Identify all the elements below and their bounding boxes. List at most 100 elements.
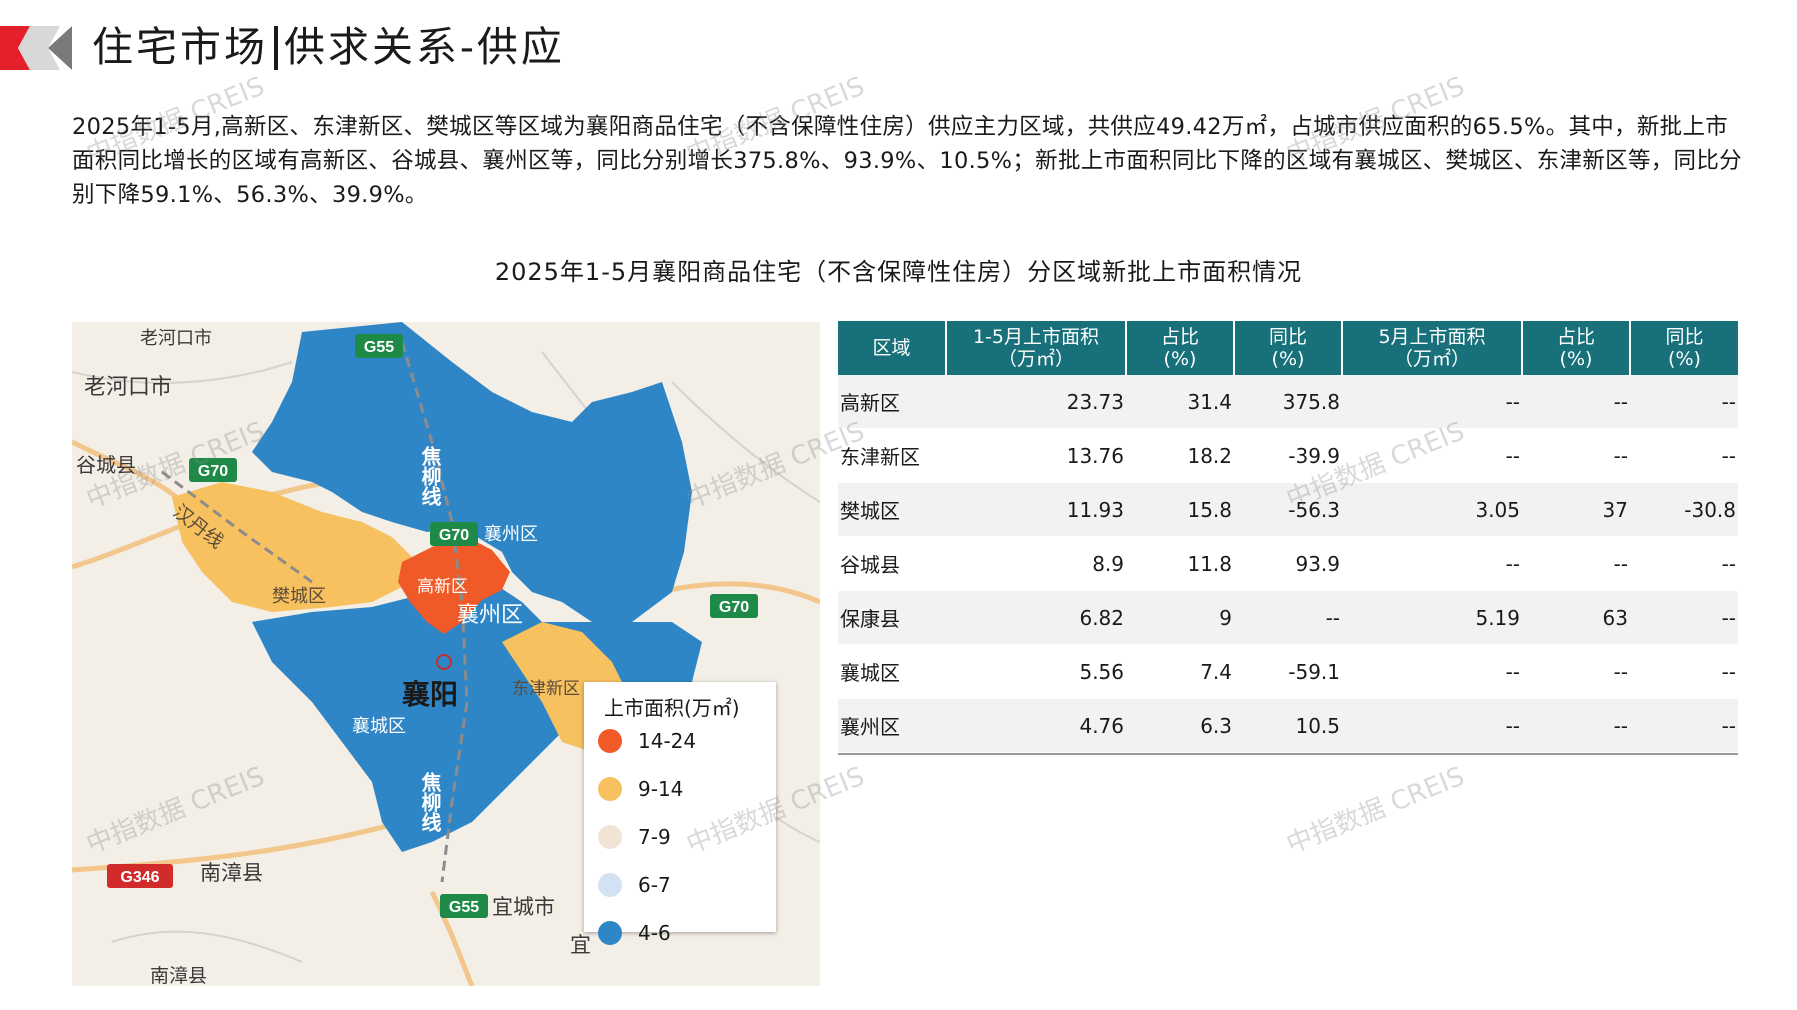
place-yi: 宜 <box>570 933 591 957</box>
table-cell: 10.5 <box>1234 698 1342 753</box>
table-cell: 13.76 <box>946 428 1126 483</box>
region-red-gaoxin <box>398 537 510 634</box>
table-cell: 6.82 <box>946 590 1126 645</box>
table-cell: 15.8 <box>1126 482 1234 537</box>
legend-label: 9-14 <box>638 777 684 801</box>
table-cell: 18.2 <box>1126 428 1234 483</box>
place-laohekou-top: 老河口市 <box>140 328 212 349</box>
city-center-icon <box>436 654 452 670</box>
table-row: 樊城区 11.93 15.8 -56.3 3.05 37 -30.8 <box>838 482 1738 537</box>
table-row: 谷城县 8.9 11.8 93.9 -- -- -- <box>838 536 1738 591</box>
legend-item: 9-14 <box>598 774 683 804</box>
legend-swatch <box>598 873 622 897</box>
place-yicheng: 宜城市 <box>492 895 555 919</box>
table-cell: 6.3 <box>1126 698 1234 753</box>
column-header: 同比 (%) <box>1234 321 1343 375</box>
place-xiangzhou-top: 襄州区 <box>484 524 538 545</box>
table-cell: 375.8 <box>1234 375 1342 429</box>
table-cell: -- <box>1630 698 1738 753</box>
place-nanzhang: 南漳县 <box>200 861 263 885</box>
legend-item: 7-9 <box>598 822 671 852</box>
table-row: 保康县 6.82 9 -- 5.19 63 -- <box>838 590 1738 645</box>
table-row: 东津新区 13.76 18.2 -39.9 -- -- -- <box>838 428 1738 483</box>
column-header: 占比 (%) <box>1522 321 1631 375</box>
table-cell: 11.93 <box>946 482 1126 537</box>
region-orange-west <box>172 482 412 612</box>
table-cell: 37 <box>1522 482 1630 537</box>
highway-g55-top: G55 <box>364 339 394 356</box>
table-cell: 襄州区 <box>838 698 946 753</box>
table-cell: 樊城区 <box>838 482 946 537</box>
page-title-section: 住宅市场 <box>92 23 268 71</box>
place-fancheng: 樊城区 <box>272 586 326 607</box>
table-cell: -- <box>1522 428 1630 483</box>
legend-item: 6-7 <box>598 870 671 900</box>
highway-g70-left: G70 <box>198 463 228 480</box>
header-logo-icon <box>0 26 72 70</box>
region-blue-north <box>252 322 692 622</box>
table-cell: 襄城区 <box>838 644 946 699</box>
table-cell: 63 <box>1522 590 1630 645</box>
table-cell: -- <box>1630 375 1738 429</box>
map-legend: 上市面积(万㎡) 14-24 9-14 7-9 6-7 4-6 <box>584 682 776 945</box>
legend-item: 14-24 <box>598 726 696 756</box>
chart-title: 2025年1-5月襄阳商品住宅（不含保障性住房）分区域新批上市面积情况 <box>494 258 1303 286</box>
highway-g55-bottom: G55 <box>449 899 479 916</box>
table-cell: -56.3 <box>1234 482 1342 537</box>
place-jiaoliu-bottom: 焦柳线 <box>418 771 442 832</box>
table-cell: -- <box>1342 698 1522 753</box>
column-header: 区域 <box>838 321 947 375</box>
place-nanzhang-bottom: 南漳县 <box>150 965 207 986</box>
table-cell: -- <box>1630 590 1738 645</box>
district-map: G55 G70 G70 G70 G346 G55 老河口市 老河口市 谷城县 汉… <box>72 322 820 986</box>
table-cell: 8.9 <box>946 536 1126 591</box>
table-cell: -- <box>1342 375 1522 429</box>
page-title: 住宅市场 供求关系-供应 <box>92 20 565 74</box>
table-cell: -30.8 <box>1630 482 1738 537</box>
table-cell: -- <box>1630 536 1738 591</box>
table-cell: -39.9 <box>1234 428 1342 483</box>
table-cell: -- <box>1630 644 1738 699</box>
place-gaoxin: 高新区 <box>417 577 468 597</box>
table-cell: 5.19 <box>1342 590 1522 645</box>
table-row: 高新区 23.73 31.4 375.8 -- -- -- <box>838 375 1738 429</box>
table-cell: 谷城县 <box>838 536 946 591</box>
highway-g70-right: G70 <box>719 599 749 616</box>
table-cell: 高新区 <box>838 375 946 429</box>
map-svg: G55 G70 G70 G70 G346 G55 老河口市 老河口市 谷城县 汉… <box>72 322 820 986</box>
legend-label: 6-7 <box>638 873 671 897</box>
legend-title: 上市面积(万㎡) <box>604 696 740 720</box>
legend-label: 14-24 <box>638 729 697 753</box>
table-cell: -- <box>1342 644 1522 699</box>
table-cell: 9 <box>1126 590 1234 645</box>
table-header-row: 区域 1-5月上市面积 （万㎡） 占比 (%) 同比 (%) 5月上市面积 （万… <box>838 321 1738 375</box>
table-cell: 3.05 <box>1342 482 1522 537</box>
table-row: 襄城区 5.56 7.4 -59.1 -- -- -- <box>838 644 1738 699</box>
table-cell: -- <box>1342 428 1522 483</box>
table-cell: 93.9 <box>1234 536 1342 591</box>
legend-label: 7-9 <box>638 825 671 849</box>
table-cell: -- <box>1234 590 1342 645</box>
table-cell: -- <box>1522 698 1630 753</box>
table-bottom-rule <box>838 753 1738 755</box>
table-cell: 31.4 <box>1126 375 1234 429</box>
place-xiangcheng: 襄城区 <box>352 716 406 737</box>
page-title-topic: 供求关系-供应 <box>284 23 565 71</box>
place-gucheng: 谷城县 <box>76 453 136 477</box>
highway-g70-mid: G70 <box>439 527 469 544</box>
table-cell: 11.8 <box>1126 536 1234 591</box>
highway-g346: G346 <box>120 869 159 886</box>
table-cell: 5.56 <box>946 644 1126 699</box>
column-header: 同比 (%) <box>1630 321 1738 375</box>
district-supply-table: 区域 1-5月上市面积 （万㎡） 占比 (%) 同比 (%) 5月上市面积 （万… <box>838 321 1738 755</box>
legend-swatch <box>598 777 622 801</box>
place-jiaoliu-top: 焦柳线 <box>418 445 442 506</box>
title-divider <box>274 25 278 70</box>
watermark: 中指数据 CREIS <box>1282 761 1469 861</box>
table-cell: 保康县 <box>838 590 946 645</box>
table-row: 襄州区 4.76 6.3 10.5 -- -- -- <box>838 698 1738 753</box>
table-cell: -- <box>1630 428 1738 483</box>
legend-swatch <box>598 729 622 753</box>
column-header: 1-5月上市面积 （万㎡） <box>946 321 1127 375</box>
summary-paragraph: 2025年1-5月,高新区、东津新区、樊城区等区域为襄阳商品住宅（不含保障性住房… <box>72 114 1742 208</box>
